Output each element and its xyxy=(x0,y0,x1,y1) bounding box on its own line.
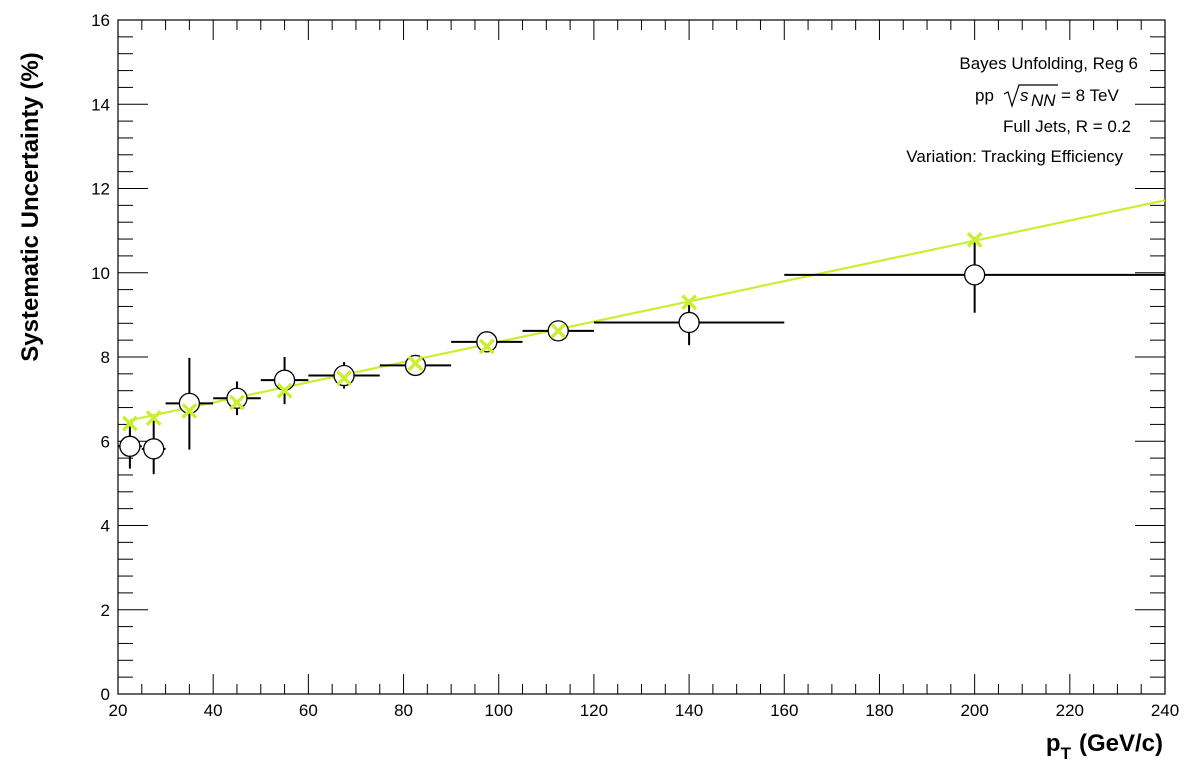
open-circle-markers xyxy=(119,264,986,460)
open-circle-point xyxy=(178,392,201,414)
annotation-method: Bayes Unfolding, Reg 6 xyxy=(959,54,1138,73)
x-tick-label: 20 xyxy=(109,701,128,720)
cross-point xyxy=(276,382,293,399)
open-circle-point xyxy=(963,264,986,286)
x-tick-label: 140 xyxy=(675,701,703,720)
y-tick-label: 0 xyxy=(101,685,110,704)
annotation-system-pp: pp xyxy=(975,86,994,105)
sqrt-symbol xyxy=(1003,84,1058,109)
y-tick-label: 2 xyxy=(101,601,110,620)
x-tick-label: 240 xyxy=(1151,701,1179,720)
x-axis-title-unit: (GeV/c) xyxy=(1079,730,1163,757)
cross-point xyxy=(681,294,697,311)
y-tick-label: 12 xyxy=(91,180,110,199)
x-axis-title: pT (GeV/c) xyxy=(1046,730,1163,763)
cross-point xyxy=(966,231,983,248)
annotation-system-s: s xyxy=(1020,86,1029,105)
open-circle-point xyxy=(273,369,296,391)
cross-point xyxy=(550,322,567,339)
cross-point xyxy=(229,394,245,411)
error-bars xyxy=(118,236,1165,475)
y-tick-label: 4 xyxy=(101,517,110,536)
x-tick-label: 220 xyxy=(1056,701,1084,720)
x-tick-label: 120 xyxy=(580,701,608,720)
open-circle-point xyxy=(119,435,141,457)
y-axis-title: Systematic Uncertainty (%) xyxy=(17,52,44,361)
open-circle-point xyxy=(143,438,165,460)
fit-line xyxy=(129,199,1166,422)
annotation-jets: Full Jets, R = 0.2 xyxy=(1003,117,1131,136)
x-tick-label: 100 xyxy=(485,701,513,720)
annotation-system: pp s NN = 8 TeV xyxy=(975,84,1119,110)
cross-point xyxy=(407,355,424,372)
x-axis-title-p: p xyxy=(1046,730,1061,757)
open-circle-point xyxy=(678,311,700,334)
y-tick-label: 10 xyxy=(91,264,110,283)
cross-point xyxy=(181,403,198,419)
axis-tick-labels: 20 40 60 80 100 120 140 160 180 200 220 240 0 2 4 6 8 10 1… xyxy=(91,11,1179,720)
cross-point xyxy=(336,370,352,386)
cross-point xyxy=(121,415,138,432)
x-axis-title-sub: T xyxy=(1061,744,1072,763)
annotation-system-sub: NN xyxy=(1031,91,1056,110)
annotation-variation: Variation: Tracking Efficiency xyxy=(906,147,1123,166)
cross-point xyxy=(478,338,495,355)
x-tick-label: 80 xyxy=(394,701,413,720)
annotation-system-energy: = 8 TeV xyxy=(1061,86,1119,105)
y-tick-label: 14 xyxy=(91,95,110,114)
fit-curve xyxy=(129,199,1166,422)
x-tick-label: 180 xyxy=(865,701,893,720)
x-tick-label: 60 xyxy=(299,701,318,720)
y-tick-label: 8 xyxy=(101,348,110,367)
open-circle-point xyxy=(226,387,248,409)
cross-point xyxy=(145,410,162,426)
cross-markers xyxy=(121,231,983,432)
axis-ticks xyxy=(117,19,1166,695)
y-tick-label: 6 xyxy=(101,432,110,451)
y-tick-label: 16 xyxy=(91,11,110,30)
x-tick-label: 200 xyxy=(960,701,988,720)
x-tick-label: 40 xyxy=(204,701,223,720)
x-tick-label: 160 xyxy=(770,701,798,720)
open-circle-point xyxy=(333,364,355,387)
open-circle-point xyxy=(476,331,498,353)
